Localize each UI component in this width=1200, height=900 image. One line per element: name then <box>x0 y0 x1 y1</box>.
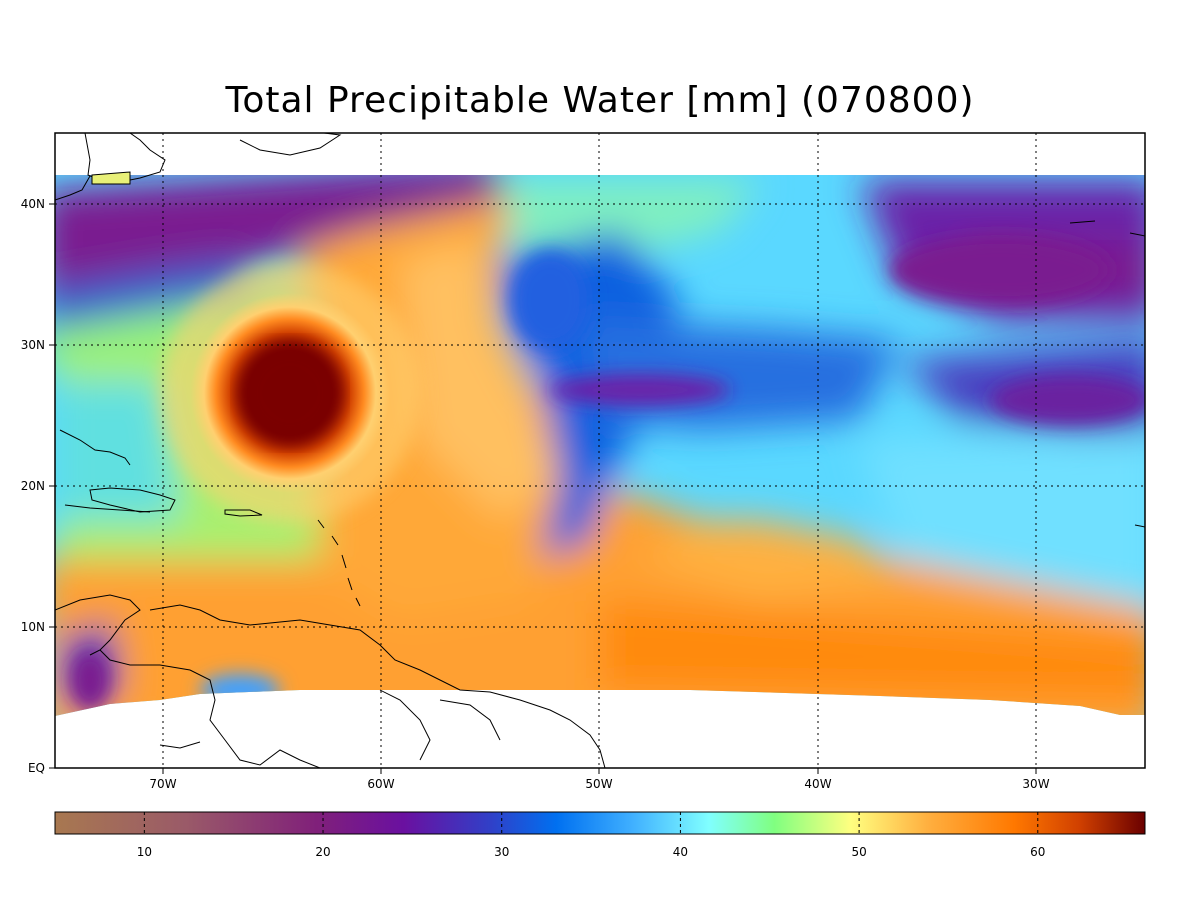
lat-labels: EQ 10N 20N 30N 40N <box>21 197 45 775</box>
colorbar-tick-label: 10 <box>137 845 152 859</box>
colorbar-tick-label: 60 <box>1030 845 1045 859</box>
coastlines <box>55 133 1145 768</box>
tpw-field <box>55 175 1145 716</box>
map-title: Total Precipitable Water [mm] (070800) <box>225 80 975 121</box>
colorbar-tick-label: 40 <box>673 845 688 859</box>
colorbar-ramp <box>54 811 1146 835</box>
colorbar: 10 20 30 40 50 60 <box>54 811 1146 859</box>
lat-label: EQ <box>28 761 45 775</box>
lon-label: 50W <box>585 777 612 791</box>
colorbar-tick-label: 20 <box>315 845 330 859</box>
lat-label: 20N <box>21 479 45 493</box>
lat-label: 30N <box>21 338 45 352</box>
lon-label: 70W <box>149 777 176 791</box>
lat-label: 40N <box>21 197 45 211</box>
lon-labels: 70W 60W 50W 40W 30W <box>149 777 1049 791</box>
colorbar-tick-label: 50 <box>851 845 866 859</box>
graticule <box>55 133 1145 768</box>
colorbar-ticks: 10 20 30 40 50 60 <box>137 812 1045 859</box>
colorbar-tick-label: 30 <box>494 845 509 859</box>
map-frame <box>54 132 1146 769</box>
lon-label: 40W <box>804 777 831 791</box>
lon-label: 60W <box>367 777 394 791</box>
lat-label: 10N <box>21 620 45 634</box>
lon-label: 30W <box>1022 777 1049 791</box>
